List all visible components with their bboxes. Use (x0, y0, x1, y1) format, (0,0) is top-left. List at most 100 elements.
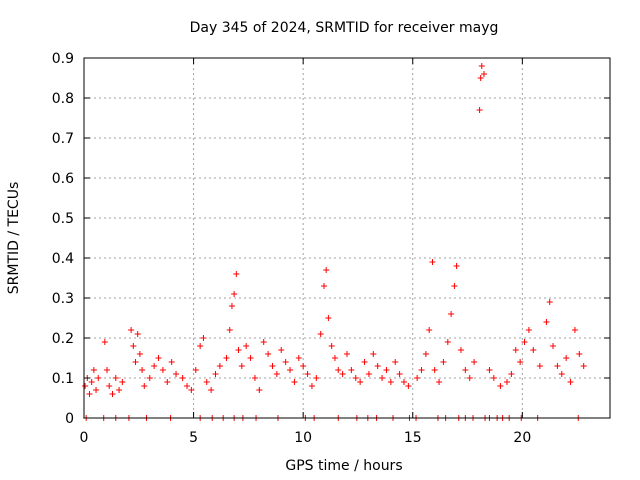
data-point (265, 351, 272, 357)
data-point (490, 375, 497, 381)
data-point (525, 327, 532, 333)
data-point (247, 355, 254, 361)
data-point (256, 387, 263, 393)
data-point (405, 383, 412, 389)
data-point (119, 379, 126, 385)
data-point (365, 371, 372, 377)
data-point (141, 383, 148, 389)
y-tick-label: 0 (65, 411, 74, 427)
data-point (477, 75, 484, 81)
plot-frame (83, 57, 611, 419)
data-point (344, 351, 350, 357)
data-point (379, 375, 386, 381)
y-tick-label: 0.4 (52, 251, 74, 267)
data-point (300, 363, 307, 369)
data-point (462, 367, 469, 373)
data-point (331, 355, 338, 361)
data-point (517, 359, 524, 365)
data-point (453, 263, 460, 269)
data-point (134, 331, 141, 337)
data-point (146, 375, 153, 381)
y-tick-label: 0.5 (52, 211, 74, 227)
data-point (88, 379, 95, 385)
data-point (212, 371, 219, 377)
data-point (235, 347, 242, 353)
data-point (260, 339, 267, 345)
data-point (426, 327, 433, 333)
data-point (173, 371, 180, 377)
data-point (414, 375, 421, 381)
data-point (422, 351, 429, 357)
data-point (231, 291, 238, 297)
data-point (325, 315, 332, 321)
y-axis: 0 0.1 0.2 0.3 0.4 0.5 0.6 0.7 0.8 0.9 (52, 51, 610, 427)
data-point (192, 367, 199, 373)
data-point (418, 367, 425, 373)
data-point (308, 383, 315, 389)
data-point (429, 259, 436, 265)
data-point (269, 363, 276, 369)
data-point (233, 271, 240, 277)
data-point (383, 367, 390, 373)
data-point (448, 311, 455, 317)
data-series-srmtid (82, 63, 587, 421)
data-point (295, 355, 302, 361)
data-point (313, 375, 320, 381)
x-tick-label: 0 (80, 430, 89, 446)
data-point (431, 367, 438, 373)
data-point (451, 283, 458, 289)
x-axis-label: GPS time / hours (285, 458, 402, 474)
x-tick-label: 5 (189, 430, 198, 446)
data-point (335, 367, 342, 373)
data-point (536, 363, 543, 369)
data-point (278, 347, 285, 353)
y-axis-label: SRMTID / TECUs (6, 182, 22, 295)
y-tick-label: 0.3 (52, 291, 74, 307)
data-point (563, 355, 570, 361)
y-tick-label: 0.7 (52, 131, 74, 147)
y-tick-label: 0.1 (52, 371, 74, 387)
data-point (392, 359, 399, 365)
data-point (243, 343, 250, 349)
data-point (466, 375, 473, 381)
data-point (370, 351, 377, 357)
data-point (104, 367, 111, 373)
data-point (282, 359, 289, 365)
data-point (521, 339, 528, 345)
y-tick-label: 0.9 (52, 51, 74, 67)
data-point (179, 375, 186, 381)
data-point (323, 267, 330, 273)
data-point (155, 355, 162, 361)
data-point (554, 363, 561, 369)
data-point (580, 363, 587, 369)
data-point (508, 371, 515, 377)
x-tick-label: 15 (404, 430, 422, 446)
data-point (93, 387, 100, 393)
data-point (90, 367, 97, 373)
y-tick-label: 0.6 (52, 171, 74, 187)
data-point (101, 339, 108, 345)
data-point (136, 351, 143, 357)
data-point (273, 371, 280, 377)
data-point (497, 383, 504, 389)
data-point (480, 71, 487, 77)
chart-title: Day 345 of 2024, SRMTID for receiver may… (190, 20, 499, 36)
data-point (216, 363, 223, 369)
data-point (95, 375, 102, 381)
data-point (130, 343, 137, 349)
data-point (106, 383, 113, 389)
data-point (374, 363, 381, 369)
data-point (251, 375, 258, 381)
data-point (112, 375, 119, 381)
data-point (436, 379, 443, 385)
data-point (550, 343, 557, 349)
data-point (223, 355, 230, 361)
data-point (208, 387, 215, 393)
data-point (512, 347, 519, 353)
data-point (159, 367, 166, 373)
data-point (132, 359, 139, 365)
data-point (291, 379, 298, 385)
data-point (357, 379, 364, 385)
data-point (200, 335, 207, 341)
